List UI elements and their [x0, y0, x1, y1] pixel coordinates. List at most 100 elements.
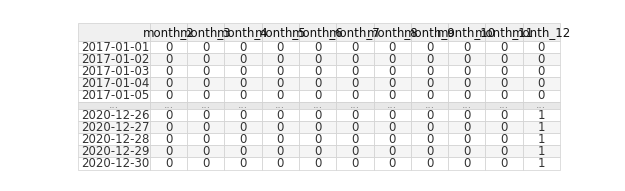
Text: 0: 0: [314, 109, 321, 122]
Bar: [224, 23, 262, 41]
Bar: [262, 78, 299, 90]
Bar: [187, 90, 224, 102]
Bar: [224, 66, 262, 78]
Bar: [299, 23, 336, 41]
Bar: [411, 121, 448, 133]
Text: month_12: month_12: [512, 26, 571, 39]
Bar: [299, 133, 336, 145]
Text: 0: 0: [463, 133, 471, 146]
Text: ...: ...: [312, 100, 322, 110]
Bar: [78, 78, 150, 90]
Text: 0: 0: [314, 53, 321, 66]
Text: 0: 0: [463, 41, 471, 54]
Bar: [486, 53, 522, 66]
Text: 0: 0: [351, 89, 359, 102]
Text: 0: 0: [239, 157, 247, 170]
Bar: [224, 145, 262, 158]
Bar: [486, 145, 522, 158]
Text: 2017-01-01: 2017-01-01: [81, 41, 149, 54]
Text: 0: 0: [202, 145, 209, 158]
Bar: [448, 66, 486, 78]
Bar: [522, 78, 560, 90]
Bar: [299, 158, 336, 170]
Text: 0: 0: [202, 53, 209, 66]
Bar: [522, 145, 560, 158]
Bar: [150, 41, 187, 53]
Bar: [522, 109, 560, 121]
Text: 0: 0: [463, 65, 471, 78]
Text: 0: 0: [351, 65, 359, 78]
Text: 0: 0: [389, 53, 396, 66]
Text: month_9: month_9: [404, 26, 456, 39]
Bar: [262, 23, 299, 41]
Text: 2017-01-04: 2017-01-04: [81, 77, 149, 90]
Bar: [262, 90, 299, 102]
Text: 1: 1: [538, 121, 545, 134]
Bar: [448, 78, 486, 90]
Text: 0: 0: [426, 121, 433, 134]
Text: 0: 0: [314, 121, 321, 134]
Bar: [150, 158, 187, 170]
Text: 0: 0: [277, 77, 284, 90]
Bar: [336, 23, 374, 41]
Text: 0: 0: [389, 109, 396, 122]
Bar: [486, 133, 522, 145]
Text: ...: ...: [201, 100, 211, 110]
Text: 0: 0: [314, 89, 321, 102]
Text: 1: 1: [538, 109, 545, 122]
Bar: [411, 41, 448, 53]
Text: ...: ...: [109, 100, 119, 110]
Text: ...: ...: [499, 100, 509, 110]
Text: 0: 0: [501, 145, 508, 158]
Text: 2017-01-02: 2017-01-02: [81, 53, 149, 66]
Bar: [522, 66, 560, 78]
Text: 0: 0: [538, 77, 545, 90]
Bar: [262, 41, 299, 53]
Text: 1: 1: [538, 157, 545, 170]
Bar: [411, 23, 448, 41]
Text: 0: 0: [426, 41, 433, 54]
Text: 0: 0: [314, 77, 321, 90]
Bar: [336, 121, 374, 133]
Text: 0: 0: [501, 157, 508, 170]
Bar: [336, 78, 374, 90]
Text: 0: 0: [501, 77, 508, 90]
Text: 0: 0: [277, 65, 284, 78]
Bar: [522, 121, 560, 133]
Bar: [224, 90, 262, 102]
Bar: [78, 53, 150, 66]
Text: 0: 0: [351, 133, 359, 146]
Text: 0: 0: [202, 77, 209, 90]
Text: 0: 0: [389, 89, 396, 102]
Bar: [448, 133, 486, 145]
Bar: [448, 90, 486, 102]
Bar: [374, 145, 411, 158]
Bar: [411, 158, 448, 170]
Text: 0: 0: [389, 77, 396, 90]
Text: 0: 0: [463, 157, 471, 170]
Bar: [150, 78, 187, 90]
Text: ...: ...: [462, 100, 472, 110]
Bar: [262, 53, 299, 66]
Text: 0: 0: [314, 65, 321, 78]
Bar: [411, 90, 448, 102]
Text: 0: 0: [314, 145, 321, 158]
Bar: [224, 78, 262, 90]
Text: 1: 1: [538, 133, 545, 146]
Text: 0: 0: [501, 89, 508, 102]
Bar: [448, 41, 486, 53]
Bar: [78, 109, 150, 121]
Text: 0: 0: [351, 121, 359, 134]
Bar: [150, 90, 187, 102]
Bar: [299, 78, 336, 90]
Bar: [486, 78, 522, 90]
Text: month_3: month_3: [180, 26, 232, 39]
Bar: [224, 53, 262, 66]
Bar: [448, 102, 486, 109]
Text: 0: 0: [351, 53, 359, 66]
Bar: [224, 133, 262, 145]
Bar: [187, 78, 224, 90]
Bar: [299, 109, 336, 121]
Bar: [448, 145, 486, 158]
Bar: [411, 102, 448, 109]
